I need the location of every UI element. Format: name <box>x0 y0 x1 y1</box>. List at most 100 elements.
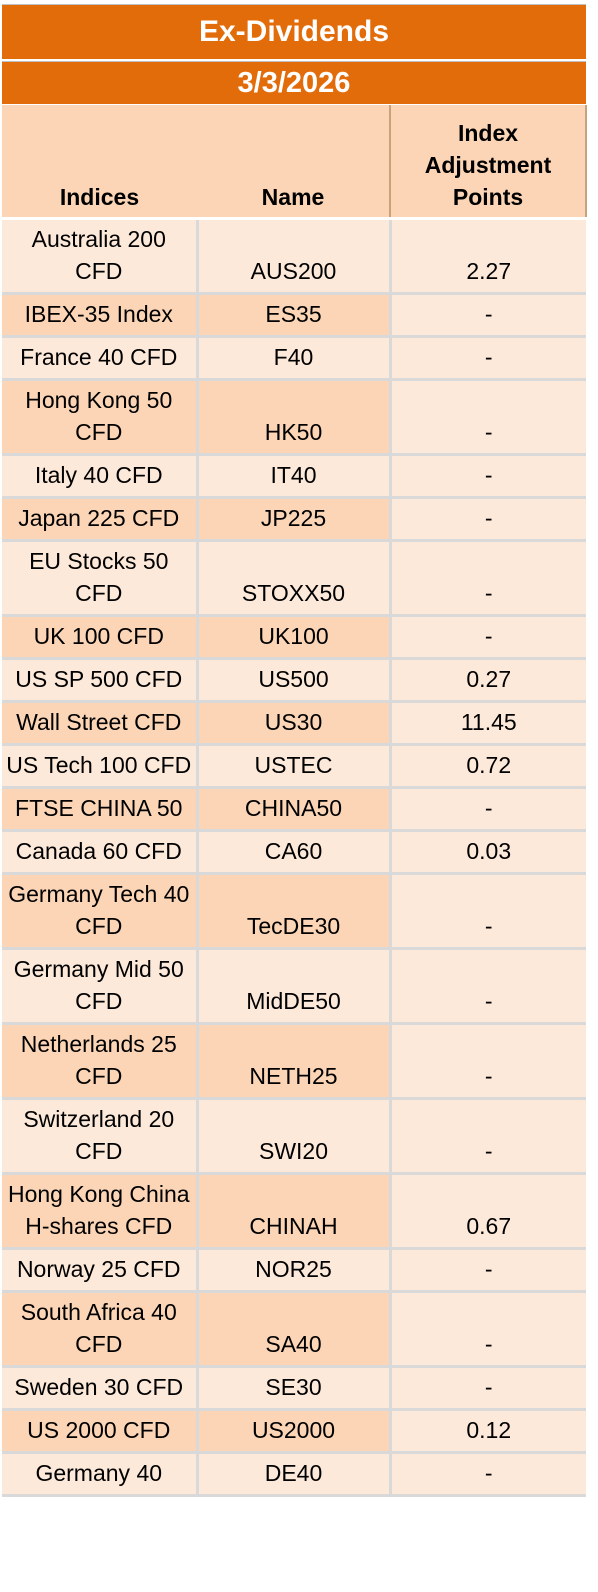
index-cell: IBEX-35 Index <box>2 293 199 338</box>
points-cell: - <box>390 540 586 617</box>
points-cell: 0.72 <box>390 744 586 789</box>
index-cell: South Africa 40 CFD <box>2 1291 199 1368</box>
name-cell: F40 <box>197 336 392 381</box>
points-cell: - <box>390 1248 586 1293</box>
name-cell: USTEC <box>197 744 392 789</box>
points-cell: - <box>390 1366 586 1411</box>
points-cell: - <box>390 1023 586 1100</box>
name-cell: DE40 <box>197 1452 392 1497</box>
header-name: Name <box>197 105 390 220</box>
table-row: US Tech 100 CFD USTEC 0.72 <box>2 744 586 789</box>
table-row: Hong Kong China H-shares CFD CHINAH 0.67 <box>2 1173 586 1250</box>
index-cell: Germany Tech 40 CFD <box>2 873 199 950</box>
name-cell: UK100 <box>197 615 392 660</box>
table-row: Hong Kong 50 CFD HK50- <box>2 379 586 456</box>
name-cell: SWI20 <box>197 1098 392 1175</box>
name-cell: NOR25 <box>197 1248 392 1293</box>
header-row: Indices Name Index Adjustment Points <box>2 105 587 220</box>
table-row: US SP 500 CFD US500 0.27 <box>2 658 586 703</box>
page-title: Ex-Dividends <box>2 4 586 59</box>
index-cell: US Tech 100 CFD <box>2 744 199 789</box>
index-cell: US SP 500 CFD <box>2 658 199 703</box>
points-cell: 0.12 <box>390 1409 586 1454</box>
table-row: South Africa 40 CFD SA40- <box>2 1291 586 1368</box>
index-cell: Germany Mid 50 CFD <box>2 948 199 1025</box>
points-cell: - <box>390 873 586 950</box>
table-row: Wall Street CFD US30 11.45 <box>2 701 586 746</box>
points-cell: - <box>390 615 586 660</box>
date-banner: 3/3/2026 <box>2 61 586 104</box>
index-cell: FTSE CHINA 50 <box>2 787 199 832</box>
table-row: Germany Mid 50 CFD MidDE50- <box>2 948 586 1025</box>
name-cell: IT40 <box>197 454 392 499</box>
index-cell: Netherlands 25 CFD <box>2 1023 199 1100</box>
table-row: Australia 200 CFD AUS200 2.27 <box>2 218 586 295</box>
table-row: FTSE CHINA 50 CHINA50- <box>2 787 586 832</box>
points-cell: 11.45 <box>390 701 586 746</box>
points-cell: 0.27 <box>390 658 586 703</box>
index-cell: Hong Kong China H-shares CFD <box>2 1173 199 1250</box>
index-cell: Switzerland 20 CFD <box>2 1098 199 1175</box>
name-cell: HK50 <box>197 379 392 456</box>
name-cell: CHINA50 <box>197 787 392 832</box>
table-row: Germany 40 DE40- <box>2 1452 586 1497</box>
table-row: Sweden 30 CFD SE30- <box>2 1366 586 1411</box>
name-cell: SA40 <box>197 1291 392 1368</box>
name-cell: STOXX50 <box>197 540 392 617</box>
table-row: IBEX-35 Index ES35- <box>2 293 586 338</box>
name-cell: MidDE50 <box>197 948 392 1025</box>
name-cell: US2000 <box>197 1409 392 1454</box>
index-cell: Australia 200 CFD <box>2 218 199 295</box>
points-cell: 2.27 <box>390 218 586 295</box>
table-row: Netherlands 25 CFD NETH25- <box>2 1023 586 1100</box>
table-row: Switzerland 20 CFD SWI20- <box>2 1098 586 1175</box>
index-cell: Japan 225 CFD <box>2 497 199 542</box>
points-cell: - <box>390 454 586 499</box>
name-cell: NETH25 <box>197 1023 392 1100</box>
points-cell: - <box>390 787 586 832</box>
index-cell: UK 100 CFD <box>2 615 199 660</box>
name-cell: JP225 <box>197 497 392 542</box>
index-cell: Italy 40 CFD <box>2 454 199 499</box>
name-cell: CHINAH <box>197 1173 392 1250</box>
index-cell: Canada 60 CFD <box>2 830 199 875</box>
header-points: Index Adjustment Points <box>389 105 587 220</box>
name-cell: ES35 <box>197 293 392 338</box>
index-cell: Wall Street CFD <box>2 701 199 746</box>
table-row: Norway 25 CFD NOR25- <box>2 1248 586 1293</box>
index-cell: US 2000 CFD <box>2 1409 199 1454</box>
table-row: Germany Tech 40 CFD TecDE30- <box>2 873 586 950</box>
index-cell: Hong Kong 50 CFD <box>2 379 199 456</box>
index-cell: France 40 CFD <box>2 336 199 381</box>
table-body: Australia 200 CFD AUS200 2.27 IBEX-35 Index… <box>2 218 586 1497</box>
points-cell: - <box>390 336 586 381</box>
table-row: France 40 CFD F40- <box>2 336 586 381</box>
table-row: UK 100 CFD UK100- <box>2 615 586 660</box>
points-cell: - <box>390 497 586 542</box>
points-cell: - <box>390 293 586 338</box>
index-cell: EU Stocks 50 CFD <box>2 540 199 617</box>
points-cell: - <box>390 948 586 1025</box>
table-row: Japan 225 CFD JP225- <box>2 497 586 542</box>
index-cell: Norway 25 CFD <box>2 1248 199 1293</box>
points-cell: 0.03 <box>390 830 586 875</box>
points-cell: - <box>390 379 586 456</box>
points-cell: - <box>390 1098 586 1175</box>
header-indices: Indices <box>2 105 197 220</box>
name-cell: US500 <box>197 658 392 703</box>
name-cell: AUS200 <box>197 218 392 295</box>
name-cell: TecDE30 <box>197 873 392 950</box>
points-cell: - <box>390 1452 586 1497</box>
table-row: US 2000 CFD US2000 0.12 <box>2 1409 586 1454</box>
name-cell: CA60 <box>197 830 392 875</box>
table-row: EU Stocks 50 CFD STOXX50- <box>2 540 586 617</box>
table-row: Canada 60 CFD CA60 0.03 <box>2 830 586 875</box>
dividends-table: Indices Name Index Adjustment Points Aus… <box>2 105 587 1497</box>
name-cell: US30 <box>197 701 392 746</box>
points-cell: - <box>390 1291 586 1368</box>
points-cell: 0.67 <box>390 1173 586 1250</box>
name-cell: SE30 <box>197 1366 392 1411</box>
index-cell: Germany 40 <box>2 1452 199 1497</box>
table-row: Italy 40 CFD IT40- <box>2 454 586 499</box>
